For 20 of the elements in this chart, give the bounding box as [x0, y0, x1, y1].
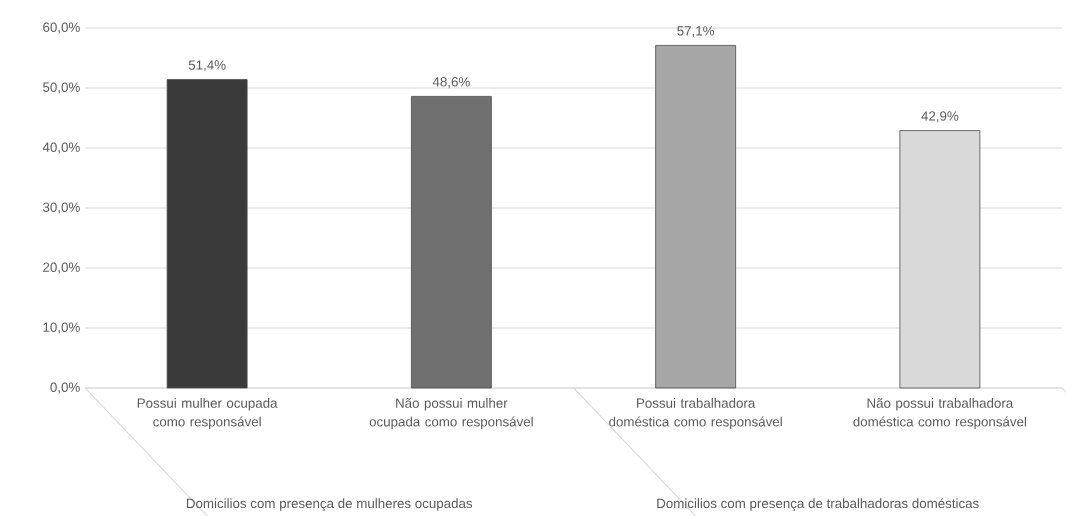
y-tick-label: 50,0% — [43, 82, 80, 94]
x-tick-label: Possui trabalhadora doméstica como responsável — [609, 398, 782, 430]
bar — [166, 79, 248, 389]
y-tick-label: 10,0% — [43, 322, 80, 334]
data-label: 42,9% — [921, 111, 959, 123]
bar — [410, 95, 492, 389]
x-tick-label: Possui mulher ocupada como responsável — [137, 398, 278, 430]
text: Domicilios com presença de trabalhadoras domésticas — [657, 498, 979, 511]
y-tick-label: 0,0% — [50, 382, 80, 394]
x-tick-label: Não possui trabalhadora doméstica como responsável — [853, 398, 1027, 430]
y-tick-label: 60,0% — [43, 22, 80, 34]
y-tick-label: 40,0% — [42, 142, 80, 154]
x-tick-label: Não possui mulher ocupada como responsável — [369, 398, 533, 430]
y-tick-label: 30,0% — [43, 202, 80, 214]
data-label: 48,6% — [432, 77, 470, 89]
data-label: 51,4% — [188, 60, 226, 72]
y-tick-label: 20,0% — [43, 262, 80, 274]
bar — [655, 44, 737, 389]
data-label: 57,1% — [677, 26, 715, 38]
text: Domicilios com presença de mulheres ocupadas — [186, 498, 473, 511]
